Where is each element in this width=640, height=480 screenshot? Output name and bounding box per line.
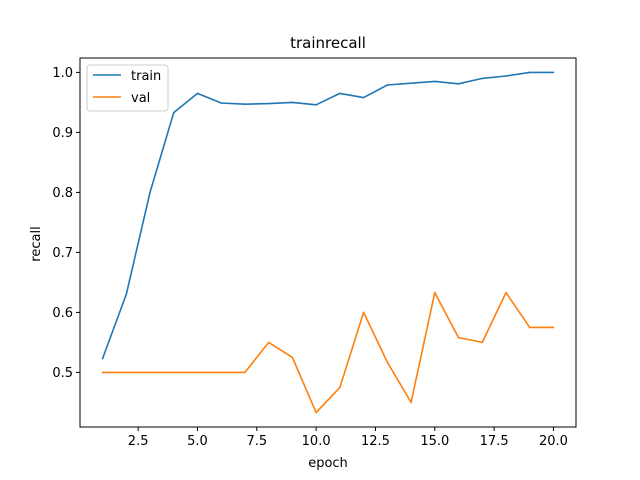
data-point-train [267, 102, 270, 105]
x-tick-label: 10.0 [302, 434, 331, 449]
data-point-train [410, 82, 412, 84]
data-point-train [149, 191, 151, 194]
plot-area [79, 57, 577, 428]
data-point-val [172, 371, 175, 374]
legend-box [86, 64, 169, 112]
data-point-train [244, 103, 246, 105]
y-axis-title: recall [29, 226, 44, 261]
legend: train val [86, 64, 169, 112]
data-point-val [125, 371, 128, 374]
data-point-val [267, 341, 270, 344]
data-point-train [552, 71, 555, 74]
data-point-val [528, 326, 531, 329]
x-tick-label: 15.0 [420, 434, 449, 449]
x-axis: 2.5 5.0 7.5 10.0 12.5 15.0 17.5 20.0 [128, 427, 568, 449]
y-tick-label: 1.0 [52, 66, 73, 81]
data-point-val [552, 326, 555, 329]
data-point-val [410, 401, 412, 404]
data-point-train [196, 92, 199, 95]
data-point-val [244, 371, 246, 374]
data-point-train [291, 101, 294, 104]
data-point-val [220, 371, 223, 374]
chart-title: trainrecall [290, 34, 366, 52]
x-axis-title: epoch [308, 456, 348, 471]
data-point-train [481, 77, 484, 80]
data-point-val [481, 341, 484, 344]
data-point-val [433, 291, 436, 294]
data-point-val [149, 371, 151, 374]
data-point-train [172, 111, 175, 114]
data-point-val [291, 356, 294, 359]
data-point-train [433, 80, 436, 83]
data-point-train [339, 92, 341, 95]
data-point-train [101, 357, 104, 360]
x-tick-label: 20.0 [539, 434, 568, 449]
y-tick-label: 0.8 [52, 186, 73, 201]
data-point-val [339, 386, 341, 389]
data-point-val [505, 291, 507, 294]
plot-frame [79, 57, 577, 428]
legend-label-val: val [131, 91, 150, 106]
data-point-train [505, 75, 507, 77]
data-point-train [457, 83, 460, 85]
y-tick-label: 0.6 [52, 306, 73, 321]
data-point-train [315, 104, 317, 106]
data-point-val [315, 411, 317, 414]
data-point-train [220, 102, 223, 104]
data-point-train [362, 96, 365, 99]
data-point-val [196, 371, 199, 374]
data-point-train [528, 71, 531, 74]
y-tick-label: 0.9 [52, 126, 73, 141]
series-line-train [101, 71, 554, 359]
data-point-val [362, 311, 365, 314]
data-point-val [457, 336, 460, 339]
series-layer [101, 71, 555, 414]
x-tick-label: 17.5 [480, 434, 509, 449]
data-point-val [386, 361, 389, 364]
data-point-train [125, 293, 128, 296]
data-point-train [386, 84, 389, 86]
series-line-val [102, 291, 554, 414]
x-tick-label: 12.5 [361, 434, 390, 449]
x-tick-label: 7.5 [246, 434, 267, 449]
x-tick-label: 2.5 [128, 434, 149, 449]
data-point-val [101, 371, 104, 374]
x-tick-label: 5.0 [187, 434, 208, 449]
y-tick-label: 0.7 [52, 246, 73, 261]
y-tick-label: 0.5 [52, 366, 73, 381]
y-axis: 0.5 0.6 0.7 0.8 0.9 1.0 [52, 66, 80, 381]
legend-label-train: train [131, 69, 161, 84]
